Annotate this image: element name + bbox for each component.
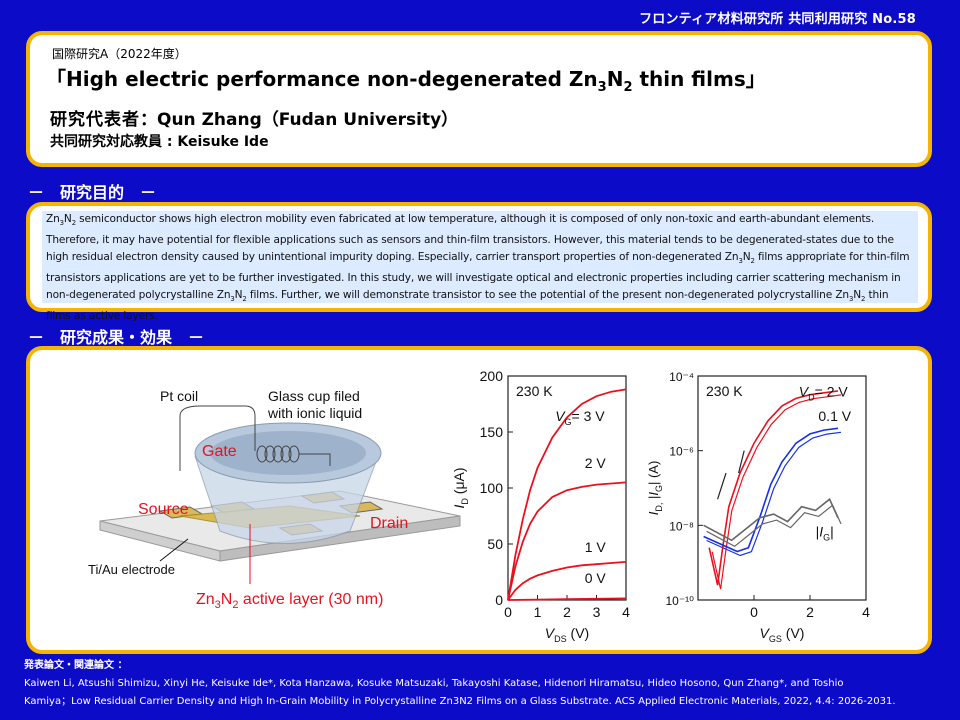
- publication-line-1: Kaiwen Li, Atsushi Shimizu, Xinyi He, Ke…: [24, 678, 844, 689]
- chart1-ytick-label: 0: [495, 592, 503, 608]
- project-category: 国際研究A（2022年度）: [52, 47, 187, 61]
- chart2-series-sweep: [711, 394, 842, 590]
- electrode-pointer: [159, 538, 189, 562]
- representative: 研究代表者：Qun Zhang（Fudan University）: [50, 110, 459, 130]
- chart2-xtick-label: 2: [806, 604, 814, 620]
- chart2-series-line: [703, 497, 839, 542]
- chart1-ytick-label: 150: [480, 424, 504, 440]
- chart1-series-line: [507, 597, 627, 601]
- chart1-ytick-label: 100: [480, 480, 504, 496]
- transfer-characteristics-chart: 0 2 4 10⁻¹⁰ 10⁻⁸ 10⁻⁶ 10⁻⁴ 230 K VGS (V) ID, |IG|…: [646, 370, 870, 644]
- chart1-series-label: 0 V: [585, 570, 607, 586]
- chart1-series-line: [507, 561, 627, 601]
- results-heading: － 研究成果・効果 －: [28, 328, 205, 347]
- gate-label: Gate: [202, 443, 237, 460]
- chart2-xtick-label: 4: [862, 604, 870, 620]
- chart2-xlabel: VGS (V): [760, 625, 805, 644]
- chart1-ytick-label: 200: [480, 368, 504, 384]
- title-box: 国際研究A（2022年度） 「High electric performance…: [26, 31, 932, 167]
- chart2-ytick-label: 10⁻¹⁰: [666, 594, 695, 608]
- chart1-series-line: [507, 481, 627, 601]
- chart2-ytick-label: 10⁻⁸: [669, 519, 694, 533]
- chart1-xtick-label: 2: [563, 604, 571, 620]
- chart1-xtick-label: 1: [534, 604, 542, 620]
- publication-line-2: Kamiya；Low Residual Carrier Density and …: [24, 696, 896, 707]
- chart1-xtick-label: 4: [622, 604, 630, 620]
- glass-cup: [194, 422, 382, 544]
- pt-coil-label: Pt coil: [160, 388, 198, 404]
- chart2-series-label: VD= 2 V: [799, 384, 849, 403]
- chart1-ytick-label: 50: [487, 536, 503, 552]
- chart1-frame: [507, 375, 627, 601]
- sweep-down-arrow: [717, 472, 727, 500]
- chart1-ylabel: ID (μA): [451, 467, 470, 508]
- chart1-xtick-label: 3: [593, 604, 601, 620]
- publications-heading: 発表論文・関連論文 ：: [24, 660, 128, 671]
- chart1-annotation: 230 K: [516, 383, 553, 399]
- drain-label: Drain: [370, 515, 408, 532]
- purpose-heading: － 研究目的 －: [28, 183, 157, 202]
- chart2-series-label: |IG|: [816, 524, 834, 543]
- collaborating-faculty: 共同研究対応教員 : Keisuke Ide: [50, 134, 269, 150]
- results-box: Pt coil Glass cup filed with ionic liqui…: [26, 346, 932, 654]
- chart1-xtick-label: 0: [504, 604, 512, 620]
- project-title: 「High electric performance non-degenerat…: [46, 67, 766, 95]
- chart2-series-label: 0.1 V: [818, 408, 851, 424]
- pt-coil: [179, 405, 331, 471]
- chart2-series-sweep: [706, 431, 842, 557]
- chart2-series-line: [708, 390, 839, 586]
- glass-cup-label-1: Glass cup filed: [268, 388, 360, 404]
- chart1-xlabel: VDS (V): [545, 625, 589, 644]
- chart2-series-sweep: [706, 504, 842, 548]
- chart1-series-label: 2 V: [585, 455, 607, 471]
- chart1-series-label: 1 V: [585, 539, 607, 555]
- chart2-ytick-label: 10⁻⁴: [669, 370, 694, 384]
- publications: 発表論文・関連論文 ： Kaiwen Li, Atsushi Shimizu, …: [24, 657, 944, 711]
- electrode-label: Ti/Au electrode: [88, 562, 175, 577]
- chart2-ylabel: ID, |IG| (A): [646, 461, 664, 516]
- sweep-up-arrow: [738, 450, 745, 474]
- chart2-ytick-label: 10⁻⁶: [669, 445, 694, 459]
- active-layer-label: Zn3N2 active layer (30 nm): [196, 591, 383, 611]
- chart1-series-label: VG= 3 V: [555, 408, 605, 427]
- source-label: Source: [138, 501, 189, 518]
- purpose-text: Zn3N2 semiconductor shows high electron …: [42, 211, 918, 322]
- output-characteristics-chart: 0 1 2 3 4 0 50 100 150 200 230 K VDS (V) ID (μA) VG= …: [451, 368, 630, 644]
- chart1-series-line: [507, 388, 627, 601]
- glass-cup-label-2: with ionic liquid: [267, 405, 362, 421]
- chart2-series-line: [703, 427, 839, 553]
- device-illustration: Pt coil Glass cup filed with ionic liqui…: [88, 388, 461, 611]
- chart2-frame: [697, 375, 867, 601]
- chart2-xtick-label: 0: [750, 604, 758, 620]
- chart2-annotation: 230 K: [706, 383, 743, 399]
- purpose-box: Zn3N2 semiconductor shows high electron …: [26, 202, 932, 322]
- header-title: フロンティア材料研究所 共同利用研究 No.58: [639, 12, 916, 27]
